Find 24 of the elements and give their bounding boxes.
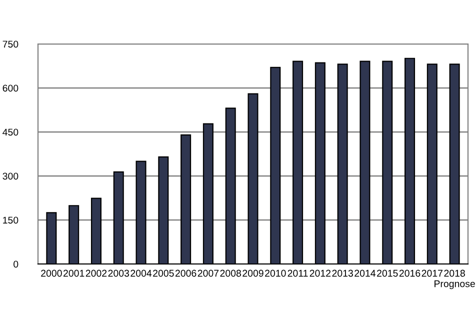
x-tick-label: 2013	[332, 270, 353, 277]
x-tick-label: 2003	[108, 270, 130, 277]
x-tick-label: 2012	[310, 270, 331, 277]
x-tick-label: 2001	[64, 270, 84, 277]
x-tick-label: 2002	[86, 270, 107, 277]
x-tick-label: 2011	[288, 270, 308, 277]
x-tick-label: 2015	[377, 270, 398, 277]
x-tick-label: 2006	[175, 270, 196, 277]
y-tick-label: 450	[2, 128, 18, 136]
y-tick-label: 600	[2, 84, 18, 92]
x-tick-label: 2005	[153, 270, 174, 277]
y-tick-label: 150	[3, 216, 18, 224]
x-tick-label: 2014	[354, 270, 376, 277]
x-tick-label: 2010	[265, 270, 286, 277]
x-tick-label: 2000	[41, 270, 62, 277]
x-tick-label: 2017	[422, 270, 442, 277]
y-tick-label: 0	[14, 260, 18, 268]
x-tick-label: 2009	[242, 270, 264, 277]
x-tick-label: 2016	[399, 270, 420, 277]
y-tick-label: 300	[2, 172, 18, 180]
y-tick-label: 750	[2, 40, 18, 48]
x-tick-label: 2004	[130, 270, 152, 277]
x-tick-label: 2008	[220, 270, 241, 277]
x-tick-label: 2007	[198, 270, 219, 277]
